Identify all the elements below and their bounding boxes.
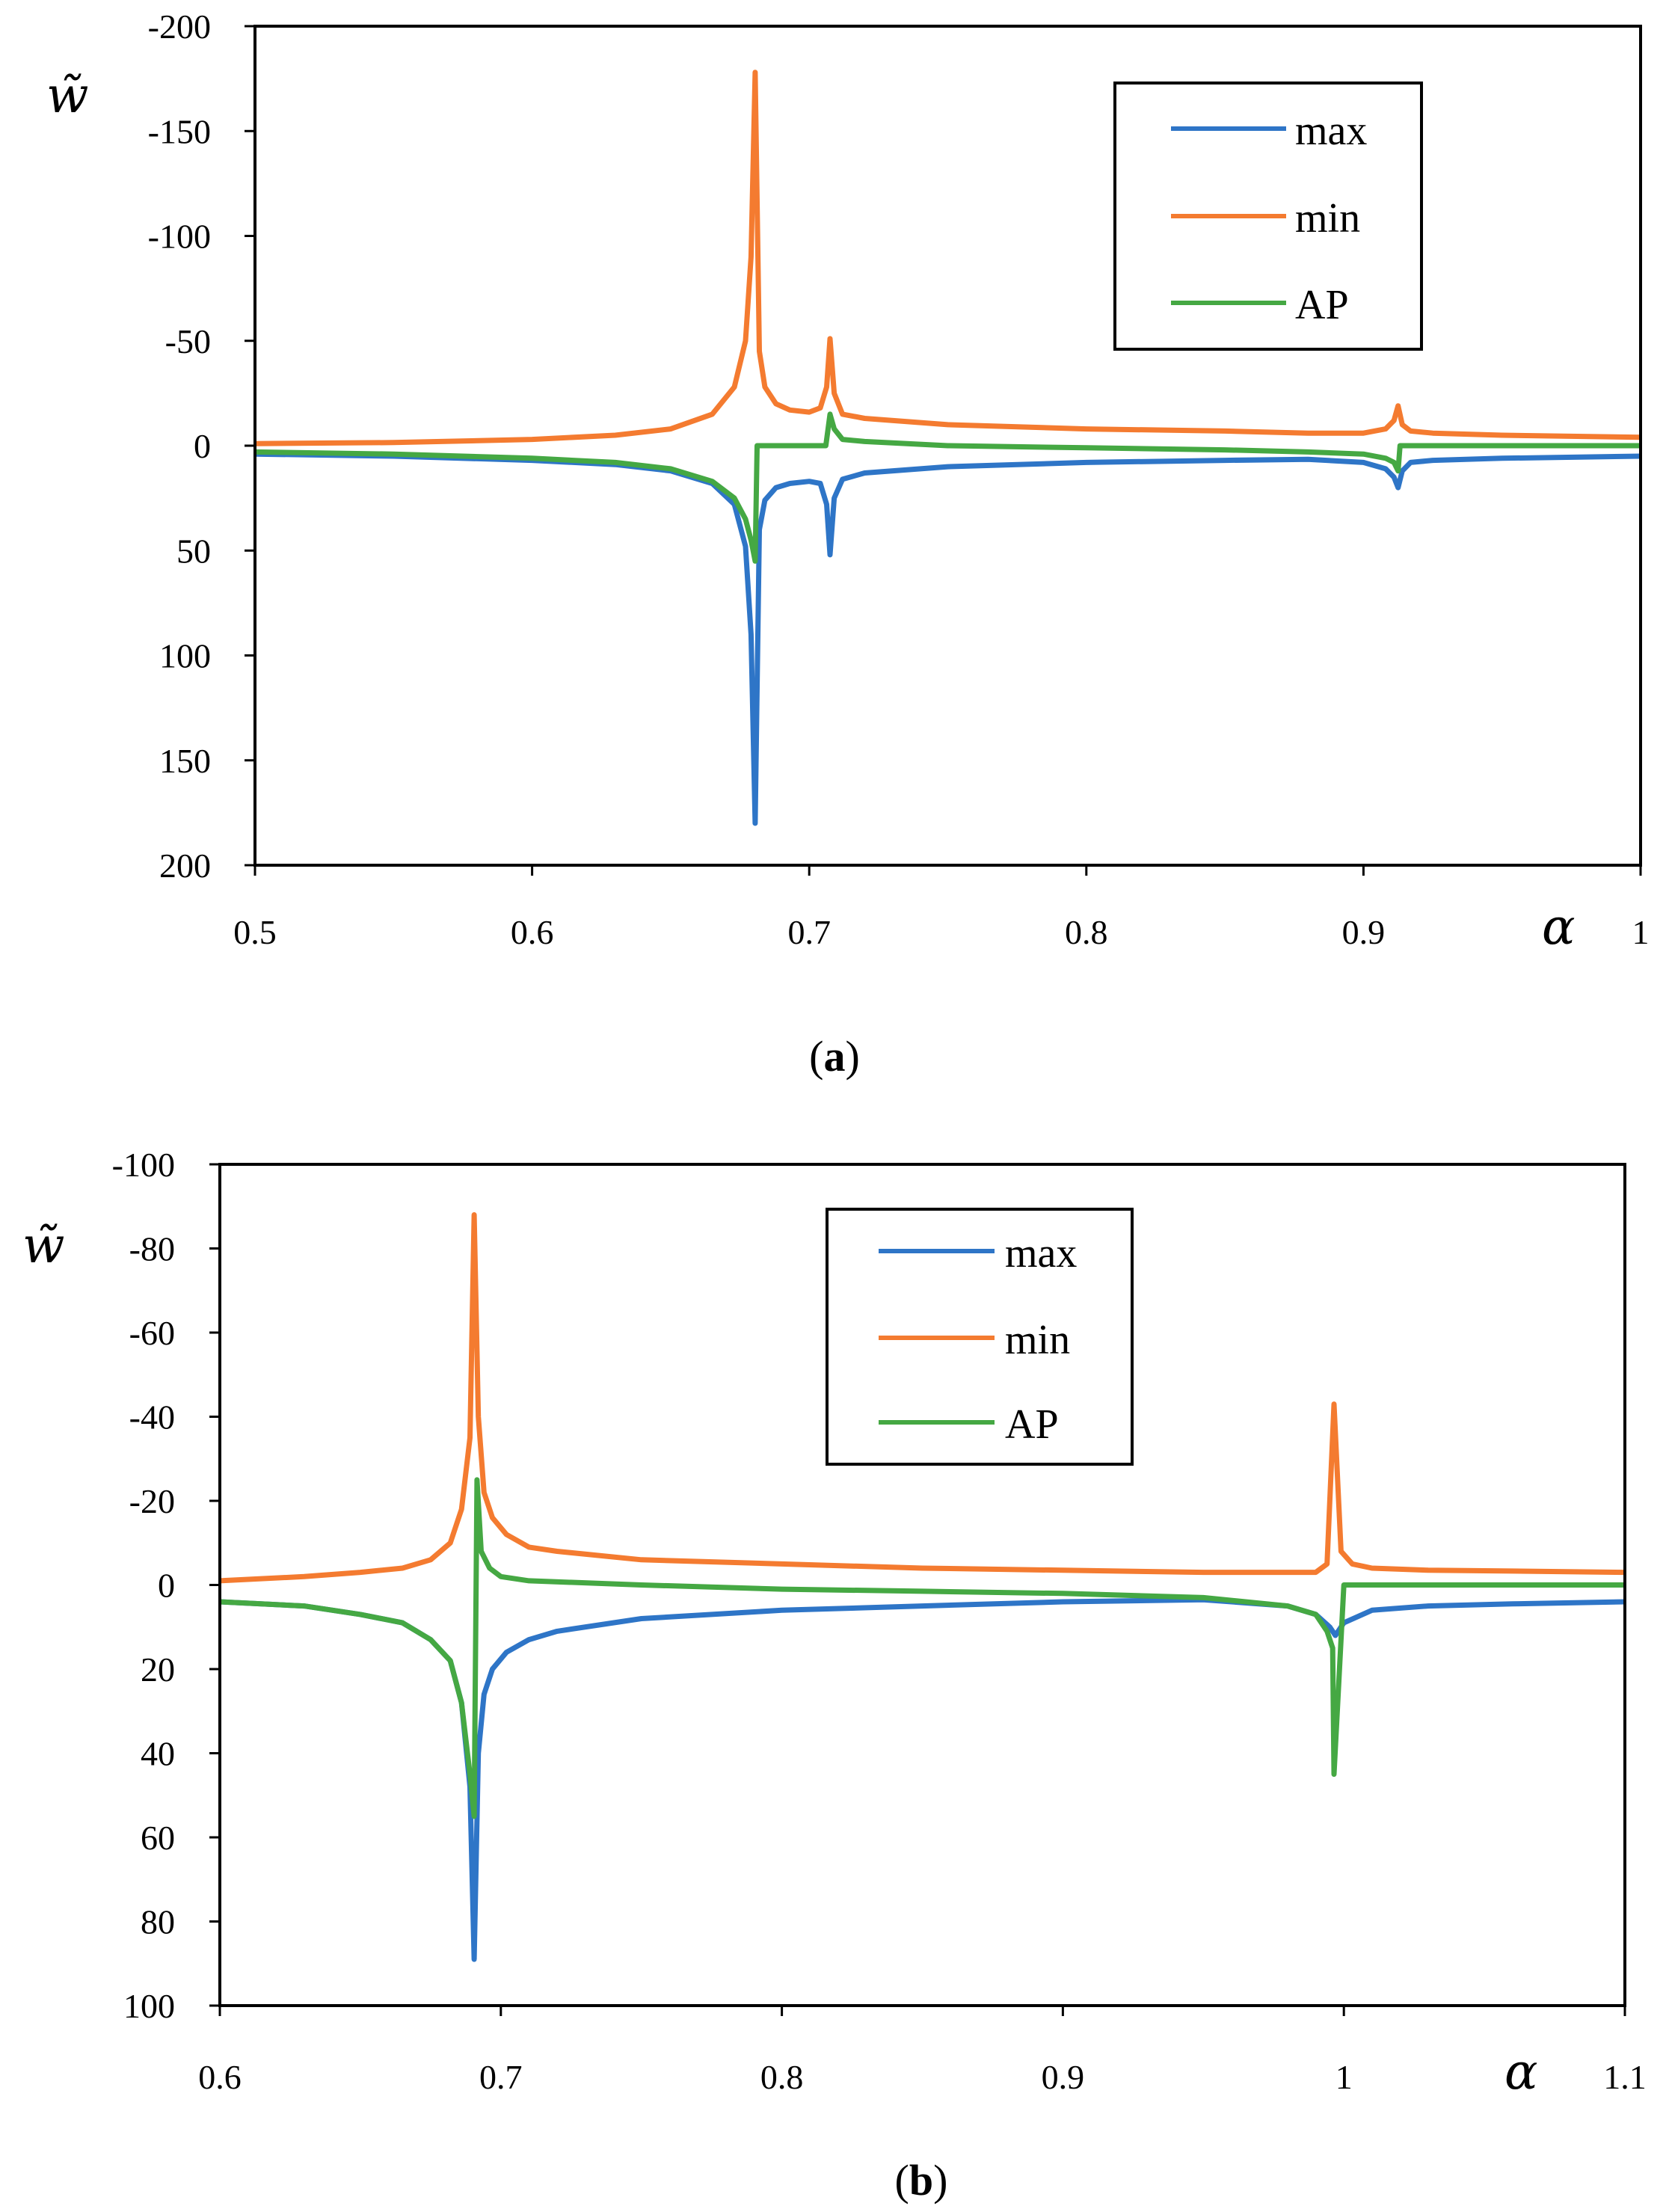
caption-a-letter: a xyxy=(824,1032,846,1081)
series-layer-b xyxy=(219,1212,1626,1962)
y-tick-label: 0 xyxy=(194,427,211,465)
y-tick-label: -100 xyxy=(112,1146,175,1184)
x-tick-label: 0.8 xyxy=(1065,913,1108,951)
caption-a: (a) xyxy=(809,1032,860,1081)
y-tick-label: 150 xyxy=(159,742,211,780)
x-axis-label-b: α xyxy=(1504,2043,1538,2101)
y-tick-labels-b: -100 -80 -60 -40 -20 0 20 40 60 80 100 xyxy=(112,1146,220,2025)
legend-label-min-a: min xyxy=(1295,195,1360,242)
y-tick-label: 200 xyxy=(159,847,211,885)
y-tick-label: -60 xyxy=(129,1314,175,1352)
x-tick-label: 0.8 xyxy=(760,2058,804,2096)
y-tick-label: -200 xyxy=(148,7,211,46)
y-tick-label: -80 xyxy=(129,1230,175,1268)
series-line-max-b xyxy=(219,1597,1626,1962)
series-line-max-a xyxy=(254,451,1641,826)
x-tick-label: 0.9 xyxy=(1342,913,1386,951)
y-tick-label: 80 xyxy=(141,1903,175,1941)
x-tick-label: 0.9 xyxy=(1042,2058,1085,2096)
y-tick-label: 20 xyxy=(141,1650,175,1689)
x-tick-label: 1 xyxy=(1632,913,1650,951)
y-tick-label: -20 xyxy=(129,1482,175,1520)
legend-a: max min AP xyxy=(1113,82,1423,351)
x-tick-label: 1.1 xyxy=(1603,2058,1647,2096)
x-tick-label: 0.5 xyxy=(233,913,277,951)
chart-panel-a: -200 -150 -100 -50 0 50 100 150 200 0.5 0.6 0.7 0.8… xyxy=(46,7,1650,1081)
x-axis-label-a: α xyxy=(1542,898,1576,956)
x-tick-labels-a: 0.5 0.6 0.7 0.8 0.9 1 xyxy=(233,865,1650,951)
series-line-ap-b xyxy=(219,1477,1625,1819)
caption-b-open: ( xyxy=(895,2156,909,2205)
y-tick-label: 0 xyxy=(158,1567,175,1605)
series-line-ap-a xyxy=(254,411,1641,564)
caption-b-letter: b xyxy=(909,2156,933,2205)
series-line-min-b xyxy=(219,1212,1626,1584)
y-tick-label: -40 xyxy=(129,1398,175,1437)
y-tick-label: 100 xyxy=(159,637,211,675)
y-tick-label: -100 xyxy=(148,218,211,256)
y-tick-label: 100 xyxy=(123,1987,175,2025)
legend-label-ap-a: AP xyxy=(1295,282,1349,328)
caption-b: (b) xyxy=(895,2156,948,2205)
x-tick-label: 0.6 xyxy=(511,913,554,951)
series-layer-a xyxy=(254,70,1641,826)
x-tick-label: 1 xyxy=(1335,2058,1353,2096)
legend-label-ap-b: AP xyxy=(1005,1401,1059,1448)
y-tick-label: -50 xyxy=(165,322,211,360)
series-line-min-a xyxy=(254,70,1641,446)
caption-a-open: ( xyxy=(809,1032,823,1081)
legend-b: max min AP xyxy=(826,1208,1134,1466)
legend-label-max-a: max xyxy=(1295,108,1367,154)
y-tick-label: -150 xyxy=(148,112,211,150)
y-tick-label: 40 xyxy=(141,1735,175,1773)
x-tick-label: 0.6 xyxy=(198,2058,242,2096)
y-tick-label: 50 xyxy=(176,532,211,570)
y-axis-label-b: w̃ xyxy=(22,1217,65,1274)
y-axis-label-a: w̃ xyxy=(46,67,89,124)
y-tick-labels-a: -200 -150 -100 -50 0 50 100 150 200 xyxy=(148,7,255,885)
x-tick-labels-b: 0.6 0.7 0.8 0.9 1 1.1 xyxy=(198,2006,1647,2096)
x-tick-label: 0.7 xyxy=(787,913,831,951)
y-tick-label: 60 xyxy=(141,1819,175,1857)
caption-a-close: ) xyxy=(846,1032,860,1081)
caption-b-close: ) xyxy=(933,2156,947,2205)
legend-label-max-b: max xyxy=(1005,1230,1077,1276)
x-tick-label: 0.7 xyxy=(479,2058,523,2096)
legend-label-min-b: min xyxy=(1005,1317,1070,1363)
